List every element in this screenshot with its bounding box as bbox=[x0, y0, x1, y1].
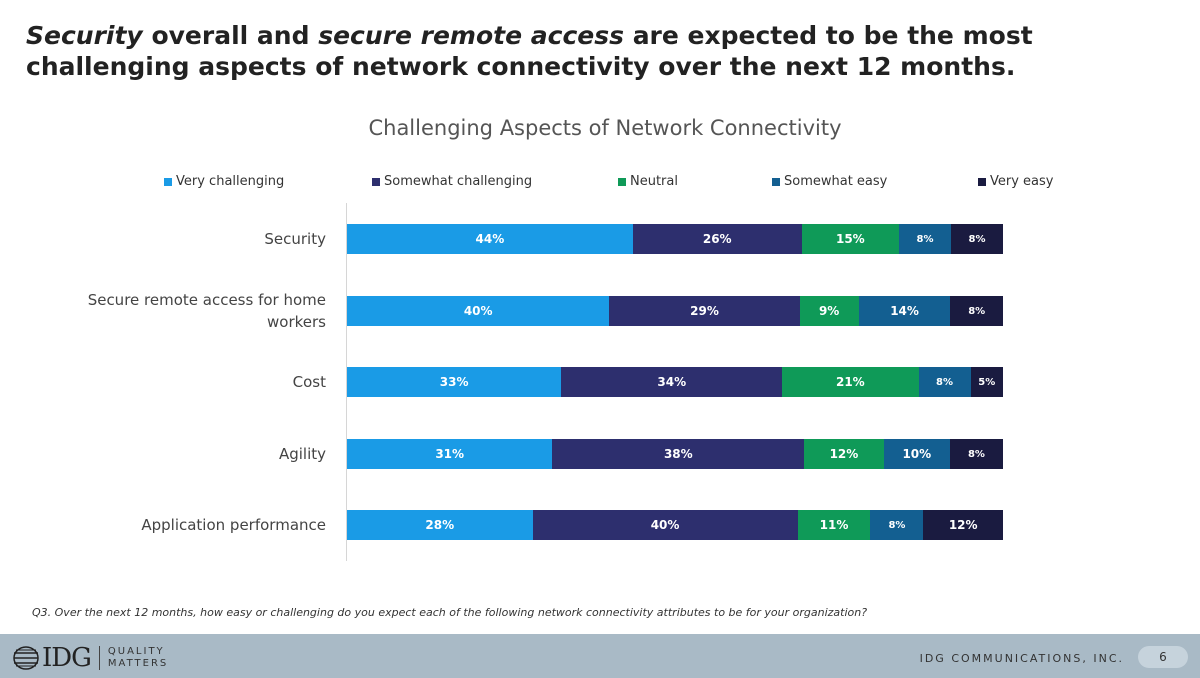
headline-security: Security bbox=[26, 21, 143, 50]
bar-segment: 8% bbox=[899, 224, 952, 254]
legend-item: Very easy bbox=[978, 174, 1053, 189]
legend-swatch bbox=[372, 177, 380, 186]
bar-segment: 12% bbox=[923, 510, 1003, 540]
bar-segment: 12% bbox=[804, 439, 884, 469]
headline-secure-remote-access: secure remote access bbox=[318, 21, 624, 50]
category-label: Cost bbox=[292, 373, 326, 391]
data-label: 10% bbox=[902, 447, 932, 461]
data-label: 33% bbox=[439, 375, 469, 389]
bar-segment: 11% bbox=[797, 510, 871, 540]
legend-swatch bbox=[978, 177, 986, 186]
company-name: IDG COMMUNICATIONS, INC. bbox=[919, 652, 1124, 665]
data-label: 34% bbox=[657, 375, 687, 389]
tagline-line-2: MATTERS bbox=[107, 658, 169, 669]
legend-item: Neutral bbox=[618, 174, 678, 189]
data-label: 12% bbox=[948, 518, 978, 532]
bar-row: 33% 34% 21% 8% 5% bbox=[347, 367, 1003, 397]
legend-label: Neutral bbox=[630, 174, 678, 189]
idg-logo: IDG QUALITY MATTERS bbox=[12, 643, 168, 673]
data-label: 15% bbox=[835, 232, 865, 246]
data-label: 5% bbox=[978, 376, 996, 388]
data-label: 28% bbox=[425, 518, 455, 532]
logo-tagline: QUALITY MATTERS bbox=[108, 646, 168, 670]
data-label: 31% bbox=[435, 447, 465, 461]
bar-segment: 34% bbox=[561, 367, 783, 397]
bar-segment: 8% bbox=[951, 224, 1003, 254]
survey-question-footnote: Q3. Over the next 12 months, how easy or… bbox=[32, 606, 868, 619]
bar-segment: 8% bbox=[918, 367, 971, 397]
bar-segment: 21% bbox=[782, 367, 919, 397]
legend-item: Somewhat challenging bbox=[372, 174, 532, 189]
category-label: Security bbox=[264, 230, 326, 248]
bar-row: 31% 38% 12% 10% 8% bbox=[347, 439, 1003, 469]
data-label: 8% bbox=[888, 519, 906, 531]
data-label: 8% bbox=[967, 448, 985, 460]
data-label: 21% bbox=[835, 375, 865, 389]
data-label: 12% bbox=[829, 447, 859, 461]
data-label: 40% bbox=[463, 304, 493, 318]
bar-segment: 44% bbox=[347, 224, 633, 254]
data-label: 9% bbox=[818, 304, 840, 318]
bar-segment: 28% bbox=[347, 510, 533, 540]
bar-segment: 38% bbox=[552, 439, 805, 469]
legend-label: Somewhat challenging bbox=[384, 174, 533, 189]
category-label: Agility bbox=[278, 445, 326, 463]
bar-segment: 31% bbox=[347, 439, 553, 469]
data-label: 29% bbox=[690, 304, 719, 318]
bar-row: 44% 26% 15% 8% 8% bbox=[347, 224, 1003, 254]
data-label: 14% bbox=[890, 304, 919, 318]
page-headline: Security overall and secure remote acces… bbox=[26, 20, 1126, 82]
bar-segment: 15% bbox=[801, 224, 900, 254]
category-label: Application performance bbox=[141, 516, 326, 534]
legend-item: Somewhat easy bbox=[772, 174, 887, 189]
legend-label: Very easy bbox=[990, 174, 1054, 189]
bar-row: 40% 29% 9% 14% 8% bbox=[347, 296, 1003, 326]
headline-text-2: are expected to be the most challenging … bbox=[26, 21, 1033, 81]
data-label: 8% bbox=[936, 376, 954, 388]
bar-segment: 14% bbox=[858, 296, 951, 326]
data-label: 40% bbox=[650, 518, 680, 532]
chart-legend: Very challenging Somewhat challenging Neut… bbox=[0, 174, 1200, 192]
logo-divider bbox=[98, 646, 100, 670]
chart-title: Challenging Aspects of Network Connectiv… bbox=[368, 116, 842, 140]
bar-segment: 10% bbox=[883, 439, 950, 469]
bar-segment: 8% bbox=[870, 510, 924, 540]
data-label: 8% bbox=[968, 305, 986, 317]
logo-wordmark: IDG bbox=[42, 643, 92, 673]
data-label: 26% bbox=[702, 232, 732, 246]
bar-segment: 8% bbox=[949, 439, 1003, 469]
bar-segment: 40% bbox=[347, 296, 610, 326]
data-label: 8% bbox=[968, 233, 986, 245]
legend-label: Somewhat easy bbox=[784, 174, 888, 189]
legend-item: Very challenging bbox=[164, 174, 284, 189]
data-label: 44% bbox=[475, 232, 505, 246]
legend-swatch bbox=[164, 177, 172, 186]
legend-swatch bbox=[772, 177, 780, 186]
globe-icon bbox=[13, 646, 39, 670]
bar-segment: 8% bbox=[950, 296, 1003, 326]
bar-segment: 26% bbox=[632, 224, 802, 254]
data-label: 8% bbox=[916, 233, 934, 245]
category-label: Secure remote access for home workers bbox=[87, 291, 326, 331]
category-axis-line bbox=[346, 203, 347, 561]
bar-segment: 40% bbox=[532, 510, 798, 540]
bar-segment: 29% bbox=[609, 296, 800, 326]
page-number: 6 bbox=[1138, 646, 1188, 668]
bar-segment: 5% bbox=[970, 367, 1003, 397]
headline-text-1: overall and bbox=[142, 21, 319, 50]
legend-label: Very challenging bbox=[176, 174, 285, 189]
bar-segment: 33% bbox=[347, 367, 562, 397]
page-footer: IDG QUALITY MATTERS IDG COMMUNICATIONS, … bbox=[0, 634, 1200, 678]
data-label: 38% bbox=[663, 447, 693, 461]
legend-swatch bbox=[618, 177, 626, 186]
bar-row: 28% 40% 11% 8% 12% bbox=[347, 510, 1003, 540]
tagline-line-1: QUALITY bbox=[107, 646, 165, 657]
data-label: 11% bbox=[819, 518, 849, 532]
bar-segment: 9% bbox=[799, 296, 859, 326]
